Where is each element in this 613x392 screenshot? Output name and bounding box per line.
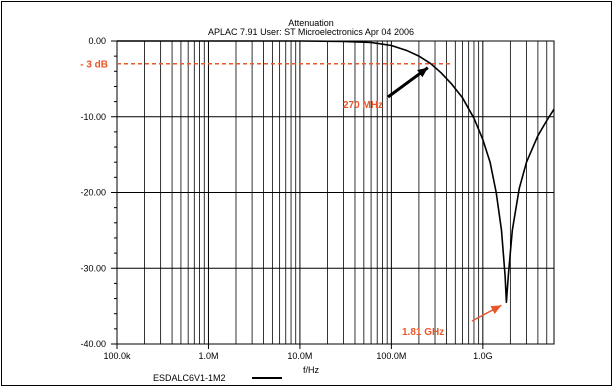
attenuation-curve: [117, 40, 555, 304]
y-tick-label: -10.00: [80, 112, 106, 122]
tick-labels: 100.0k 1.0M 10.0M 100.0M 1.0G 0.00 -10.00 -20.0…: [80, 36, 492, 361]
y-tick-label: 0.00: [88, 36, 106, 46]
label-181ghz: 1.81 GHz: [402, 327, 444, 338]
y-tick-label: -40.00: [80, 339, 106, 349]
x-tick-label: 100.0k: [103, 351, 131, 361]
x-tick-label: 100.0M: [376, 351, 406, 361]
annotations: 270 MHz 1.81 GHz: [343, 66, 502, 338]
x-axis-label: f/Hz: [303, 365, 320, 375]
legend-label: ESDALC6V1-1M2: [153, 373, 226, 383]
series-layer: [117, 40, 555, 304]
annotation-markers: - 3 dB: [80, 60, 452, 71]
label-270mhz: 270 MHz: [343, 100, 383, 111]
y-tick-label: -30.00: [80, 263, 106, 273]
x-tick-label: 10.0M: [287, 351, 312, 361]
arrow-270mhz-head: [417, 67, 428, 78]
arrow-181ghz-head: [490, 305, 502, 315]
x-tick-label: 1.0M: [198, 351, 218, 361]
minus-3db-label: - 3 dB: [80, 60, 108, 71]
chart-subtitle: APLAC 7.91 User: ST Microelectronics Apr…: [208, 27, 414, 37]
grid: [117, 41, 554, 344]
figure-border: [1, 1, 612, 386]
x-tick-label: 1.0G: [473, 351, 493, 361]
y-tick-label: -20.00: [80, 188, 106, 198]
chart-title: Attenuation: [288, 18, 334, 28]
